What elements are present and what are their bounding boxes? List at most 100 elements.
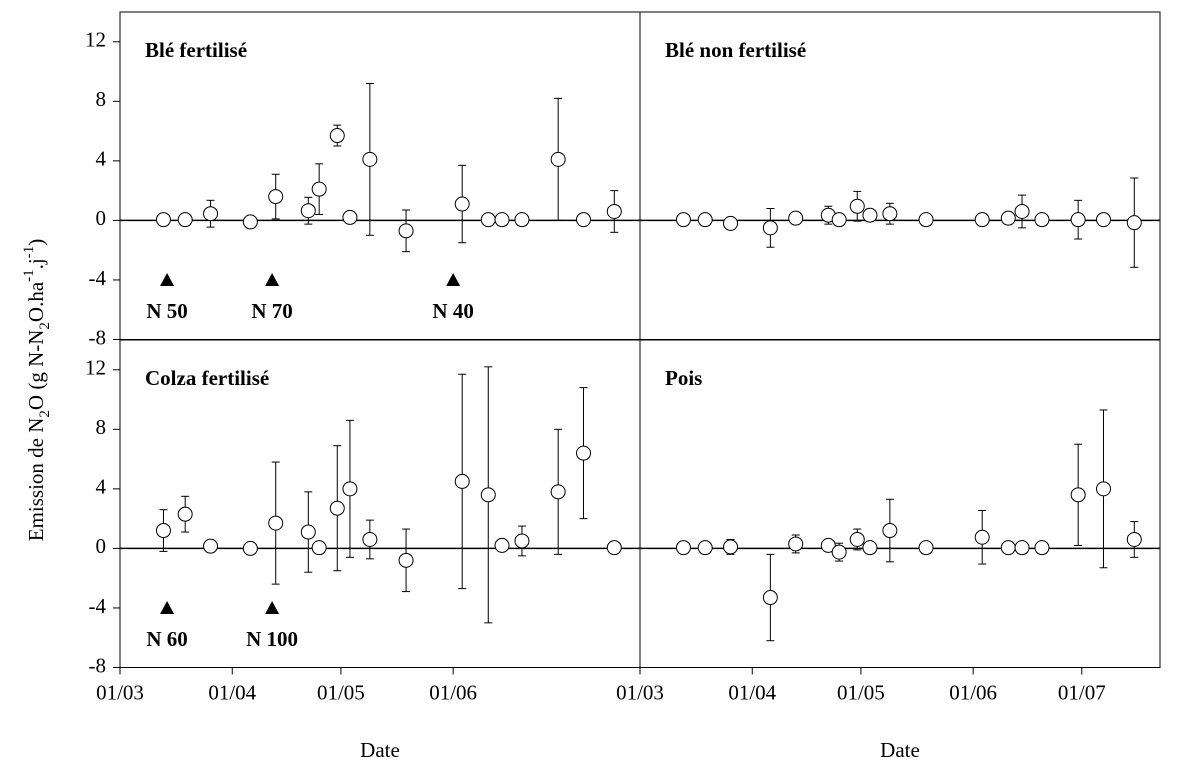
data-point [862, 540, 878, 556]
data-point [362, 151, 378, 167]
data-point [342, 481, 358, 497]
data-point [342, 209, 358, 225]
x-tick-label: 01/05 [837, 680, 885, 704]
fertilizer-marker [160, 600, 175, 614]
data-point [454, 473, 470, 489]
annotation-label: N 100 [246, 627, 298, 651]
data-point [882, 206, 898, 222]
panel-title: Colza fertilisé [145, 366, 269, 390]
data-point [1034, 540, 1050, 556]
x-axis-label: Date [360, 738, 400, 762]
data-point [675, 540, 691, 556]
y-tick-label: 8 [96, 87, 107, 111]
fertilizer-marker [160, 272, 175, 286]
y-tick-label: 4 [96, 475, 107, 499]
y-tick-label: -4 [89, 266, 107, 290]
data-point [849, 531, 865, 547]
y-tick-label: -8 [89, 653, 107, 677]
panel-frame [639, 339, 1161, 668]
data-point [550, 484, 566, 500]
x-tick-label: 01/07 [1058, 680, 1106, 704]
data-point [398, 552, 414, 568]
data-point [329, 500, 345, 516]
data-point [831, 544, 847, 560]
data-point [974, 529, 990, 545]
data-point [882, 523, 898, 539]
y-axis-label-part: Emission de N [24, 418, 48, 542]
annotation-label: N 70 [251, 299, 292, 323]
data-point [1000, 210, 1016, 226]
data-point [918, 540, 934, 556]
y-tick-label: 12 [85, 28, 106, 52]
data-point [831, 212, 847, 228]
data-point [300, 524, 316, 540]
data-point [974, 212, 990, 228]
panel-title: Pois [665, 366, 702, 390]
y-tick-label: 12 [85, 356, 106, 380]
data-point [480, 487, 496, 503]
annotation-label: N 50 [146, 299, 187, 323]
data-point [177, 212, 193, 228]
data-point [1070, 212, 1086, 228]
data-point [1014, 203, 1030, 219]
fertilizer-marker [265, 600, 280, 614]
data-point [606, 540, 622, 556]
data-point [849, 198, 865, 214]
data-point [918, 212, 934, 228]
data-point [576, 445, 592, 461]
panel-title: Blé non fertilisé [665, 38, 806, 62]
data-point [155, 523, 171, 539]
data-point [242, 214, 258, 230]
y-axis-label-part: -1 [21, 246, 37, 259]
x-tick-label: 01/04 [728, 680, 776, 704]
y-tick-label: -8 [89, 325, 107, 349]
x-tick-label: 01/05 [317, 680, 365, 704]
data-point [398, 223, 414, 239]
data-point [788, 536, 804, 552]
data-point [1000, 540, 1016, 556]
data-point [1014, 540, 1030, 556]
data-point [268, 189, 284, 205]
data-point [1034, 212, 1050, 228]
data-point [1096, 481, 1112, 497]
y-tick-label: 0 [96, 206, 107, 230]
data-point [311, 181, 327, 197]
data-point [723, 215, 739, 231]
data-point [1070, 487, 1086, 503]
data-point [576, 212, 592, 228]
data-point [1126, 215, 1142, 231]
data-point [550, 151, 566, 167]
annotation-label: N 60 [146, 627, 187, 651]
data-point [606, 203, 622, 219]
data-point [514, 533, 530, 549]
y-tick-label: 0 [96, 534, 107, 558]
data-point [762, 220, 778, 236]
y-axis-label-part: 2 [37, 410, 53, 418]
data-point [454, 196, 470, 212]
data-point [242, 540, 258, 556]
x-tick-label: 01/03 [96, 680, 144, 704]
data-point [177, 506, 193, 522]
data-point [311, 540, 327, 556]
panel-title: Blé fertilisé [145, 38, 247, 62]
fertilizer-marker [265, 272, 280, 286]
data-point [480, 212, 496, 228]
data-point [155, 212, 171, 228]
fertilizer-marker [446, 272, 461, 286]
x-axis-label: Date [880, 738, 920, 762]
x-tick-label: 01/06 [949, 680, 997, 704]
y-tick-label: 4 [96, 147, 107, 171]
y-axis-label: Emission de N2O (g N-N2O.ha-1.j-1) [21, 239, 53, 542]
y-axis-label-part: .j [24, 258, 48, 269]
data-point [723, 539, 739, 555]
data-point [494, 537, 510, 553]
data-point [697, 212, 713, 228]
annotation-label: N 40 [432, 299, 473, 323]
y-tick-label: -4 [89, 594, 107, 618]
data-point [697, 540, 713, 556]
data-point [820, 537, 836, 553]
data-point [329, 128, 345, 144]
x-tick-label: 01/06 [429, 680, 477, 704]
data-point [494, 212, 510, 228]
data-point [1126, 531, 1142, 547]
